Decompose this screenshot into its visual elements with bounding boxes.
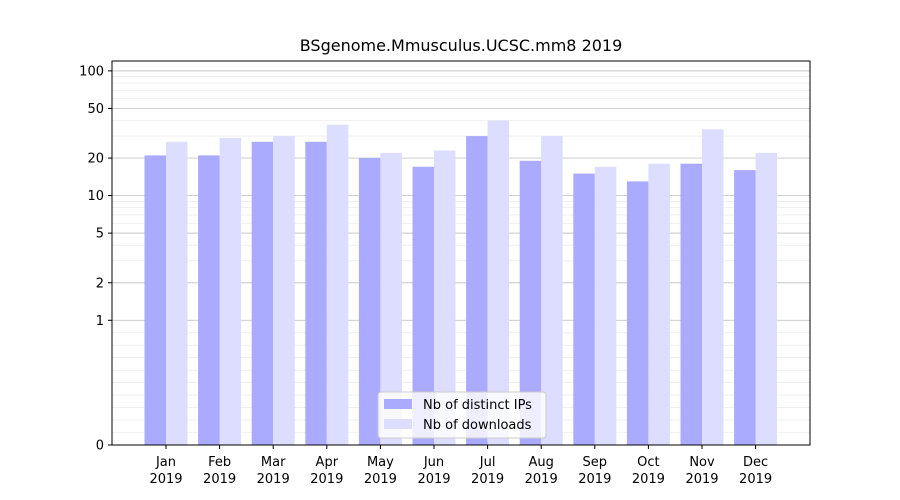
y-axis: 0 1 2 5 10 20 50 100 [79,64,112,454]
y-tick-label: 50 [87,102,104,117]
x-tick-label-month: Jun [423,455,444,470]
bar-downloads [166,141,188,446]
y-tick-label: 0 [96,439,104,454]
bar-distinct-ips [680,163,702,445]
bars [144,120,778,446]
x-tick-label-month: Nov [689,455,715,470]
x-tick-label-year: 2019 [149,472,182,487]
bar-distinct-ips [734,170,756,445]
x-tick-label-month: Dec [743,455,768,470]
x-tick-label-year: 2019 [685,472,718,487]
bar-downloads [702,129,724,446]
bar-downloads [594,166,617,446]
bar-downloads [219,137,242,445]
y-tick-label: 2 [96,276,104,291]
bar-downloads [541,136,563,445]
x-tick-label-year: 2019 [578,472,611,487]
legend-swatch [384,419,412,429]
x-tick-label-year: 2019 [203,472,236,487]
x-tick-label-year: 2019 [739,472,772,487]
x-tick-label-month: Feb [208,455,231,470]
y-tick-label: 100 [79,64,104,79]
bar-distinct-ips [358,158,381,445]
x-tick-label-year: 2019 [632,472,665,487]
bar-downloads [487,120,510,445]
x-tick-label-month: Jul [479,455,496,470]
legend-label: Nb of distinct IPs [423,398,532,413]
plot-frame [111,60,811,446]
bar-distinct-ips [412,166,434,446]
bar-distinct-ips [466,136,488,445]
bar-downloads [755,152,778,445]
bar-distinct-ips [198,155,220,445]
x-tick-label-month: Jan [155,455,176,470]
x-tick-label-month: May [367,455,394,470]
x-tick-label-year: 2019 [471,472,504,487]
bar-downloads [273,136,295,445]
bar-downloads [434,150,456,445]
bar-downloads [380,152,402,445]
x-tick-label-month: Apr [316,455,339,470]
bar-distinct-ips [251,141,274,446]
x-tick-label-month: Sep [583,455,608,470]
x-tick-label-year: 2019 [417,472,450,487]
bar-distinct-ips [144,155,166,445]
legend: Nb of distinct IPs Nb of downloads [377,391,547,439]
x-tick-label-month: Aug [529,455,554,470]
y-tick-label: 10 [87,189,104,204]
legend-swatch [384,399,412,409]
bar-downloads [326,124,349,445]
x-tick-label-year: 2019 [525,472,558,487]
bar-distinct-ips [305,141,327,446]
y-tick-label: 20 [87,152,104,167]
x-tick-label-year: 2019 [310,472,343,487]
chart-title: BSgenome.Mmusculus.UCSC.mm8 2019 [300,36,623,55]
x-tick-label-month: Oct [637,455,659,470]
y-tick-label: 5 [96,227,104,242]
bar-downloads [648,163,670,445]
x-tick-label-year: 2019 [364,472,397,487]
x-axis: Jan 2019 Feb 2019 Mar 2019 Apr 2019 May 2019 Jun 20… [149,445,772,487]
bar-distinct-ips [626,181,649,445]
x-tick-label-month: Mar [261,455,286,470]
bar-distinct-ips [519,160,542,446]
x-tick-label-year: 2019 [257,472,290,487]
legend-box [377,391,547,439]
bar-distinct-ips [573,173,595,445]
y-tick-label: 1 [96,314,104,329]
legend-label: Nb of downloads [423,418,532,433]
